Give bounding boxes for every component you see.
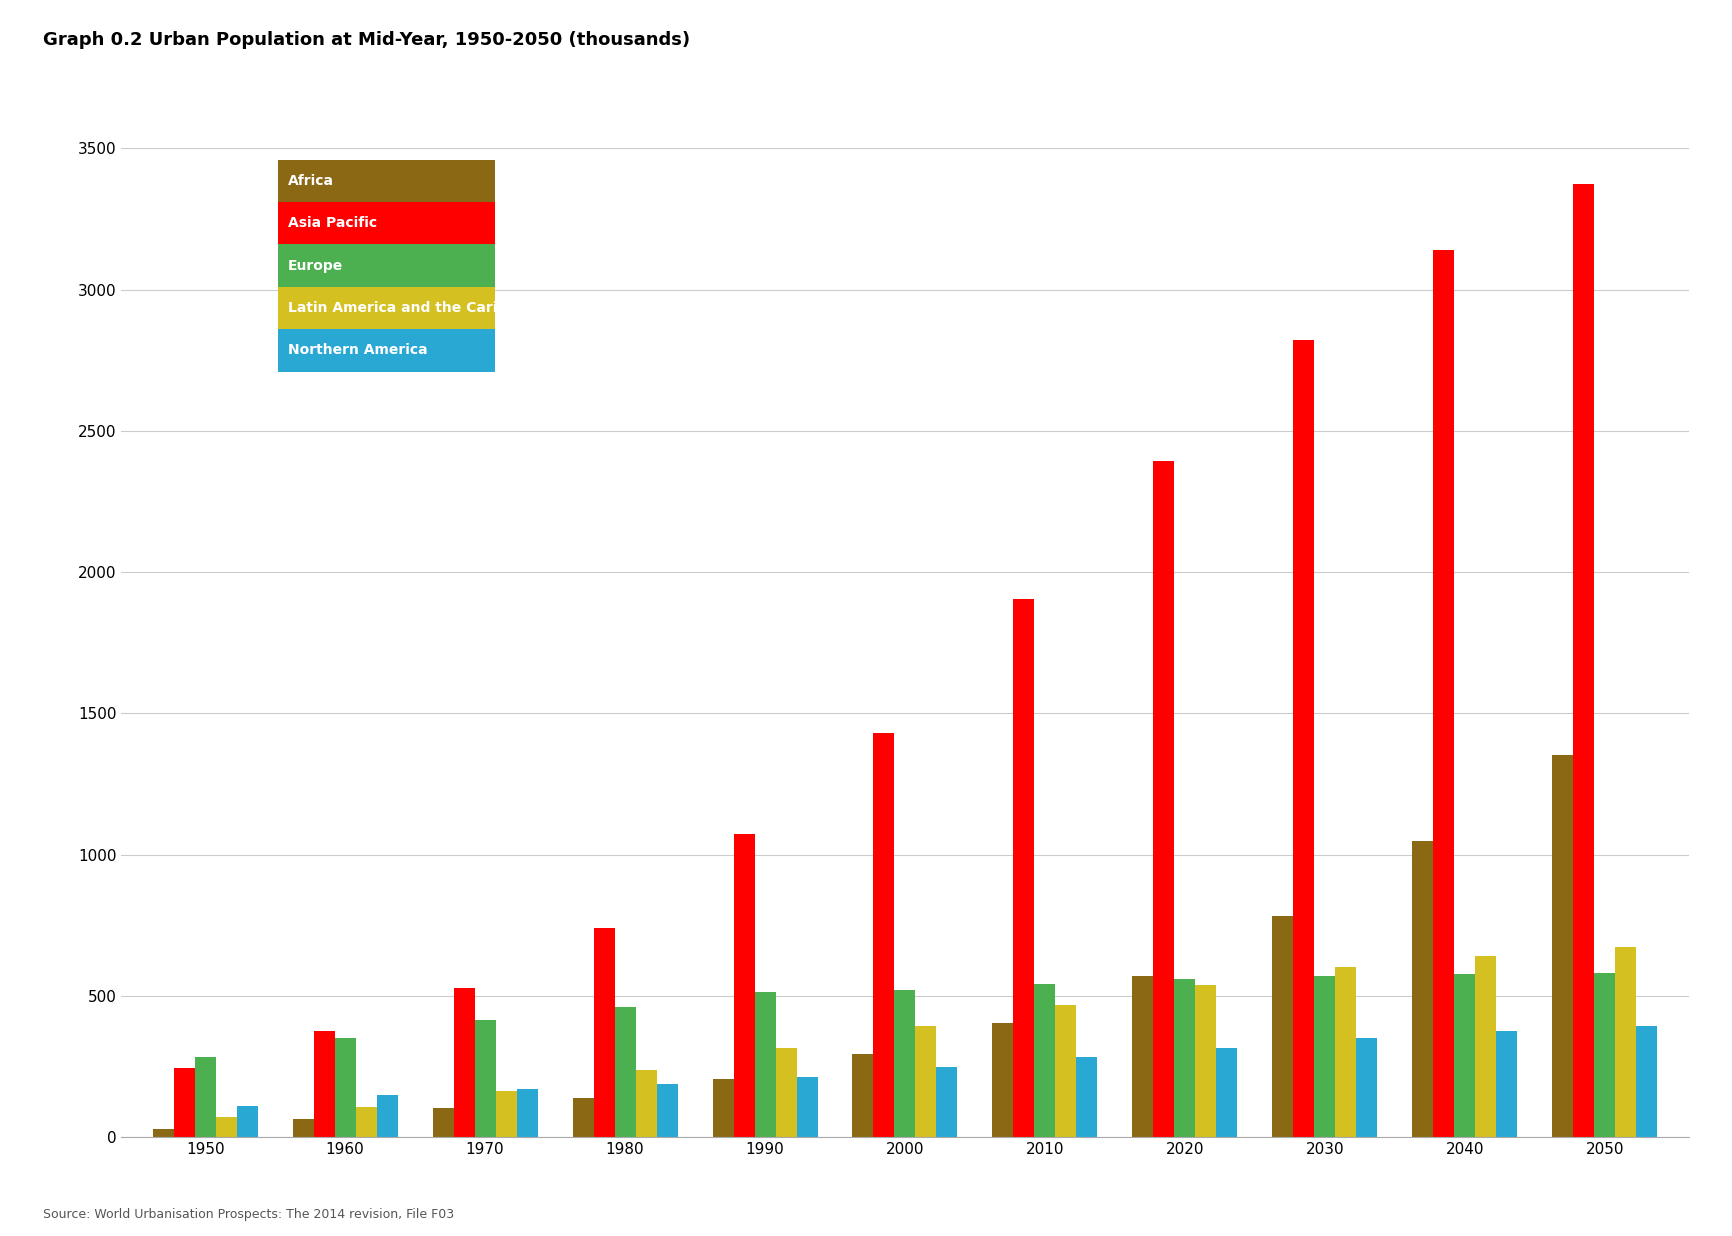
Bar — [1174, 979, 1195, 1137]
Bar — [1637, 1026, 1658, 1137]
Bar — [636, 1070, 656, 1137]
Bar — [216, 1117, 237, 1137]
Bar — [376, 1095, 398, 1137]
Bar — [334, 1038, 355, 1137]
Bar — [873, 733, 894, 1137]
Bar — [937, 1067, 958, 1137]
Bar — [433, 1107, 454, 1137]
Bar — [852, 1054, 873, 1137]
Bar — [1496, 1032, 1517, 1137]
Bar — [277, 201, 495, 245]
Bar — [1076, 1057, 1098, 1137]
Text: Africa: Africa — [288, 174, 334, 188]
Bar — [573, 1098, 594, 1137]
Bar — [656, 1084, 677, 1137]
Bar — [992, 1023, 1013, 1137]
Text: Latin America and the Caribbean: Latin America and the Caribbean — [288, 300, 546, 315]
Bar — [355, 1107, 376, 1137]
Bar — [1335, 968, 1356, 1137]
Bar — [1055, 1005, 1076, 1137]
Bar — [734, 834, 755, 1137]
Bar — [1455, 974, 1476, 1137]
Bar — [1013, 599, 1034, 1137]
Bar — [916, 1026, 937, 1137]
Bar — [1434, 250, 1455, 1137]
Text: Graph 0.2 Urban Population at Mid-Year, 1950-2050 (thousands): Graph 0.2 Urban Population at Mid-Year, … — [43, 31, 691, 49]
Bar — [454, 989, 475, 1137]
Bar — [495, 1091, 516, 1137]
Bar — [1034, 984, 1055, 1137]
Text: Asia Pacific: Asia Pacific — [288, 216, 378, 230]
Bar — [1476, 955, 1496, 1137]
Bar — [194, 1057, 216, 1137]
Bar — [1356, 1038, 1377, 1137]
Bar — [797, 1077, 818, 1137]
Bar — [475, 1021, 495, 1137]
Bar — [237, 1106, 258, 1137]
Bar — [293, 1119, 313, 1137]
Bar — [615, 1006, 636, 1137]
Bar — [313, 1031, 334, 1137]
Bar — [894, 990, 916, 1137]
Bar — [776, 1048, 797, 1137]
Bar — [1593, 973, 1616, 1137]
Bar — [173, 1068, 194, 1137]
Bar — [1573, 184, 1593, 1137]
Bar — [1216, 1048, 1237, 1137]
Bar — [1315, 975, 1335, 1137]
Bar — [516, 1089, 537, 1137]
Bar — [1195, 985, 1216, 1137]
Bar — [1412, 842, 1434, 1137]
Text: Northern America: Northern America — [288, 344, 428, 357]
Bar — [152, 1130, 173, 1137]
Text: Source: World Urbanisation Prospects: The 2014 revision, File F03: Source: World Urbanisation Prospects: Th… — [43, 1208, 454, 1221]
Bar — [755, 993, 776, 1137]
Bar — [1616, 947, 1637, 1137]
Bar — [1552, 755, 1573, 1137]
Bar — [1133, 975, 1154, 1137]
Bar — [277, 245, 495, 287]
Bar — [277, 159, 495, 201]
Bar — [1154, 461, 1174, 1137]
Bar — [277, 287, 495, 329]
Bar — [277, 329, 495, 372]
Bar — [1294, 340, 1315, 1137]
Bar — [594, 928, 615, 1137]
Bar — [1273, 916, 1294, 1137]
Bar — [712, 1079, 734, 1137]
Text: Europe: Europe — [288, 258, 343, 273]
